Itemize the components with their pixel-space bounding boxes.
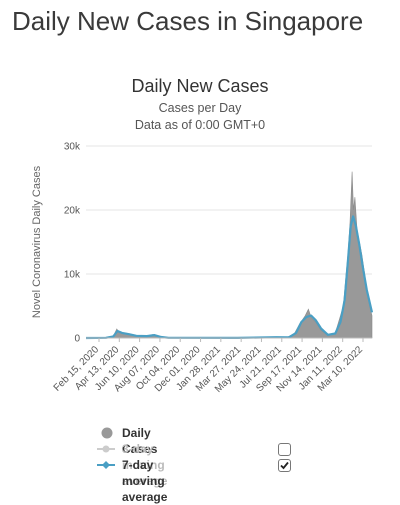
- checkmark-icon: [280, 461, 289, 470]
- 3day-average-checkbox[interactable]: [278, 443, 291, 456]
- y-tick-label: 30k: [64, 142, 81, 153]
- legend-label: Daily Cases: [122, 426, 158, 456]
- chart-subtitle: Cases per Day: [158, 101, 242, 115]
- chart-data-date: Data as of 0:00 GMT+0: [134, 118, 266, 132]
- 3day-line-marker-icon: [97, 445, 115, 453]
- daily-cases-marker-icon: [101, 427, 113, 439]
- page-heading: Daily New Cases in Singapore: [12, 6, 364, 36]
- legend-label: 3-day moving average: [122, 442, 168, 488]
- legend-label: 7-day moving average: [122, 458, 168, 504]
- chart-title: Daily New Cases: [131, 76, 269, 96]
- 7day-line-marker-icon: [97, 461, 115, 469]
- y-axis-label: Novel Coronavirus Daily Cases: [31, 165, 43, 318]
- y-tick-label: 0: [74, 334, 80, 345]
- y-tick-label: 20k: [64, 206, 81, 217]
- y-tick-label: 10k: [64, 270, 81, 281]
- 7day-average-checkbox[interactable]: [278, 459, 291, 472]
- daily-cases-series: [85, 171, 373, 339]
- 7day-average-line: [85, 215, 374, 340]
